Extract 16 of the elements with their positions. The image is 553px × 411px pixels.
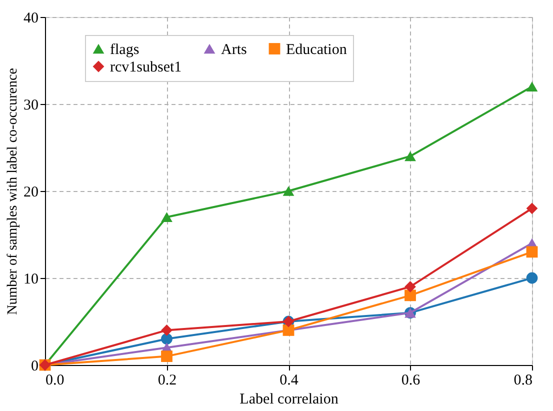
x-tick-label: 0.2: [158, 372, 177, 388]
legend-label: Education: [286, 42, 348, 58]
x-axis-title: Label correlaion: [240, 392, 339, 408]
y-tick-label: 10: [24, 272, 38, 288]
legend-label: Arts: [221, 42, 247, 58]
x-tick-label: 0.4: [280, 372, 299, 388]
x-tick-label: 0.8: [514, 372, 532, 388]
y-axis-title: Number of samples with label co-occurence: [6, 68, 20, 315]
legend-label: rcv1subset1: [110, 60, 182, 76]
legend-label: flags: [110, 42, 140, 58]
y-tick-label: 30: [24, 98, 38, 114]
y-tick-label: 0: [31, 358, 38, 374]
y-tick-label: 40: [24, 10, 38, 26]
x-tick-label: 0.6: [401, 372, 421, 388]
x-tick-label: 0.0: [46, 372, 64, 388]
y-tick-label: 20: [24, 184, 38, 200]
